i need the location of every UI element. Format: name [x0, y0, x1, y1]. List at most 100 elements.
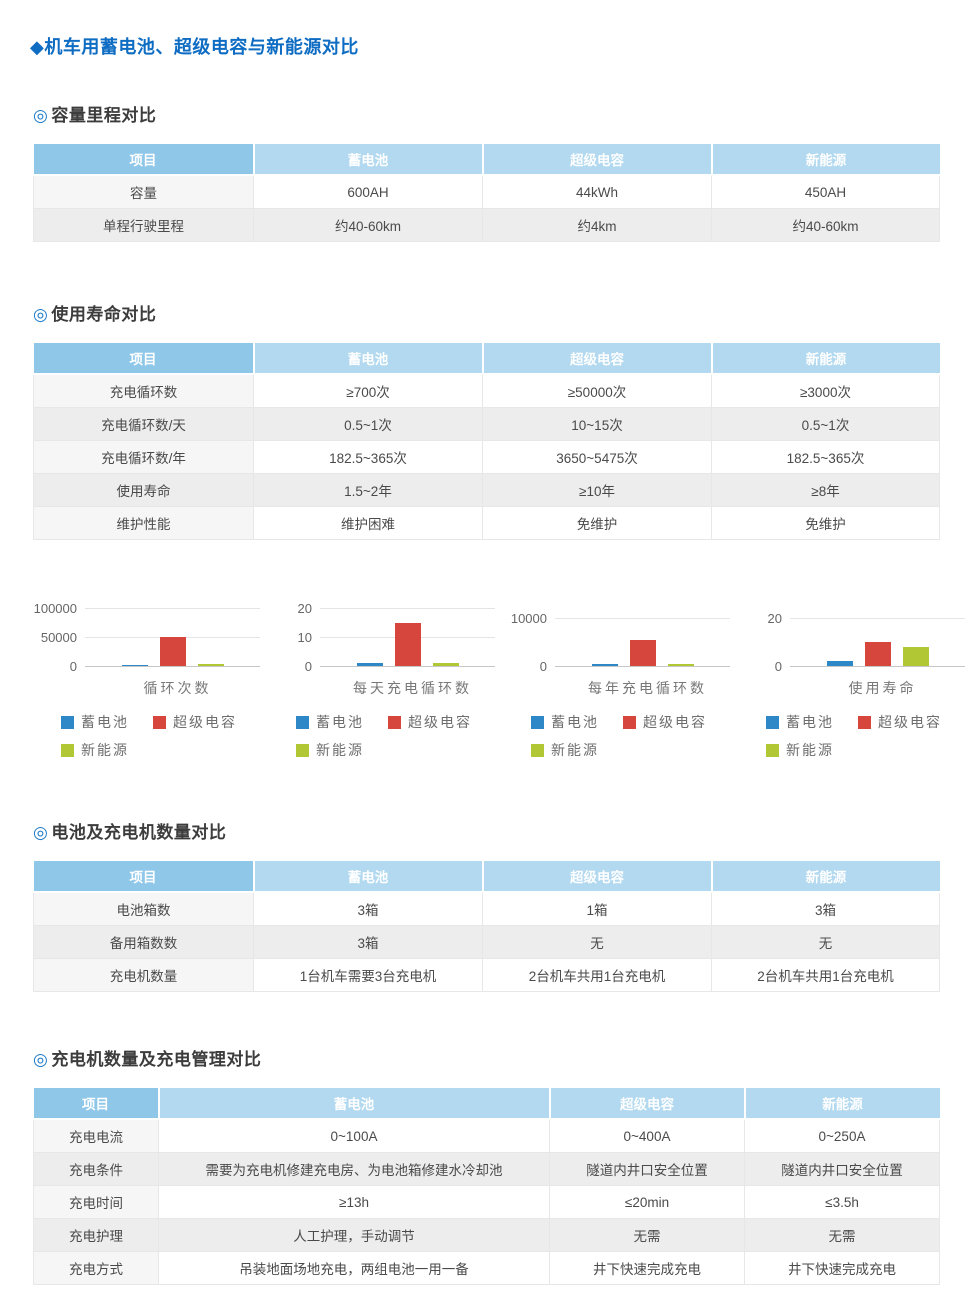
- x-axis-line: [320, 666, 495, 667]
- value-cell: 人工护理，手动调节: [158, 1218, 550, 1252]
- row-label-cell: 备用箱数数: [33, 925, 254, 959]
- row-label-cell: 充电护理: [33, 1218, 159, 1252]
- value-cell: 450AH: [711, 174, 940, 209]
- comparison-table-quantity: 项目 蓄电池 超级电容 新能源 电池箱数 3箱 1箱 3箱 备用箱数数 3箱无无充电机数量 1台机车…: [33, 861, 940, 992]
- charts-row: 0 50000 100000 循环次数 蓄电池 超级电容 新能源 0 10 20 每天充电循环数 蓄电…: [33, 595, 965, 760]
- table-row: 充电条件 需要为充电机修建充电房、为电池箱修建水冷却池 隧道内井口安全位置 隧道内井口…: [33, 1152, 940, 1186]
- section-charging: ◎ 充电机数量及充电管理对比 项目 蓄电池 超级电容 新能源 充电电流 0~100A 0~40…: [33, 1045, 940, 1285]
- legend-label: 蓄电池: [786, 715, 834, 731]
- page-title-text: 机车用蓄电池、超级电容与新能源对比: [44, 37, 359, 57]
- section-heading: ◎ 充电机数量及充电管理对比: [33, 1045, 940, 1070]
- value-cell: 免维护: [711, 506, 940, 540]
- section-heading: ◎ 电池及充电机数量对比: [33, 818, 940, 843]
- section-lifespan: ◎ 使用寿命对比 项目 蓄电池 超级电容 新能源 充电循环数 ≥700次 ≥50000次 ≥30…: [33, 300, 940, 540]
- table-header-cell: 新能源: [711, 144, 940, 176]
- table-header-cell: 项目: [33, 861, 255, 893]
- value-cell: 2台机车共用1台充电机: [711, 958, 940, 992]
- value-cell: 0.5~1次: [711, 407, 940, 441]
- section-heading-text: 容量里程对比: [51, 106, 157, 125]
- legend-label: 超级电容: [878, 715, 942, 731]
- y-axis-tick-label: 10: [297, 630, 312, 645]
- table-header-cell: 超级电容: [549, 1088, 746, 1120]
- legend-item: 超级电容: [388, 712, 472, 732]
- value-cell: 需要为充电机修建充电房、为电池箱修建水冷却池: [158, 1152, 550, 1186]
- chart-title: 循环次数: [143, 681, 212, 697]
- chart-plot: 0 10000: [505, 595, 740, 674]
- table-header-row: 项目 蓄电池 超级电容 新能源: [33, 861, 940, 893]
- chart-plot: 0 20: [740, 595, 970, 674]
- section-heading-text: 充电机数量及充电管理对比: [51, 1050, 262, 1069]
- section-bullet-icon: ◎: [33, 305, 49, 324]
- legend-label: 蓄电池: [551, 715, 599, 731]
- bar-group: [320, 622, 495, 666]
- value-cell: 3箱: [253, 891, 483, 926]
- table-header-cell: 蓄电池: [253, 343, 484, 375]
- gridline: [320, 608, 495, 609]
- bar-新能源: [197, 664, 224, 666]
- legend-item: 蓄电池: [531, 712, 599, 732]
- table-row: 充电循环数/年 182.5~365次 3650~5475次 182.5~365次: [33, 440, 940, 474]
- value-cell: ≥10年: [482, 473, 712, 507]
- section-heading: ◎ 容量里程对比: [33, 101, 940, 126]
- bar-超级电容: [864, 642, 891, 666]
- legend-item: 新能源: [296, 740, 364, 760]
- value-cell: 10~15次: [482, 407, 712, 441]
- legend-label: 蓄电池: [316, 715, 364, 731]
- row-label-cell: 充电条件: [33, 1152, 159, 1186]
- value-cell: 1箱: [482, 891, 712, 926]
- legend-label: 超级电容: [408, 715, 472, 731]
- chart-legend: 蓄电池 超级电容 新能源: [505, 712, 740, 760]
- legend-label: 超级电容: [173, 715, 237, 731]
- chart-title: 每天充电循环数: [353, 681, 472, 697]
- value-cell: 3箱: [253, 925, 483, 959]
- table-row: 充电电流 0~100A 0~400A 0~250A: [33, 1118, 940, 1153]
- row-label-cell: 充电循环数: [33, 373, 254, 408]
- legend-item: 超级电容: [153, 712, 237, 732]
- value-cell: 3箱: [711, 891, 940, 926]
- table-row: 容量 600AH 44kWh 450AH: [33, 174, 940, 209]
- section-heading-text: 电池及充电机数量对比: [51, 823, 227, 842]
- row-label-cell: 充电方式: [33, 1251, 159, 1285]
- y-axis-tick-label: 0: [304, 659, 312, 674]
- table-row: 充电循环数 ≥700次 ≥50000次 ≥3000次: [33, 373, 940, 408]
- value-cell: ≥50000次: [482, 373, 712, 408]
- chart-legend: 蓄电池 超级电容 新能源: [740, 712, 970, 760]
- legend-swatch-icon: [153, 715, 166, 729]
- value-cell: 约40-60km: [711, 208, 940, 242]
- value-cell: ≥13h: [158, 1185, 550, 1219]
- comparison-table-charging: 项目 蓄电池 超级电容 新能源 充电电流 0~100A 0~400A 0~250A 充电条件 需要…: [33, 1088, 940, 1285]
- chart-plot: 0 50000 100000: [34, 595, 270, 674]
- legend-label: 蓄电池: [81, 715, 129, 731]
- value-cell: 600AH: [253, 174, 483, 209]
- legend-label: 新能源: [551, 743, 599, 759]
- table-header-row: 项目 蓄电池 超级电容 新能源: [33, 343, 940, 375]
- value-cell: 隧道内井口安全位置: [549, 1152, 745, 1186]
- table-row: 充电时间 ≥13h ≤20min ≤3.5h: [33, 1185, 940, 1219]
- value-cell: ≤3.5h: [744, 1185, 940, 1219]
- bar-chart: 0 50000 100000 循环次数 蓄电池 超级电容 新能源: [34, 595, 270, 760]
- value-cell: 无需: [744, 1218, 940, 1252]
- x-axis-line: [790, 666, 965, 667]
- legend-swatch-icon: [623, 715, 636, 729]
- gridline: [790, 618, 965, 619]
- table-row: 充电机数量 1台机车需要3台充电机 2台机车共用1台充电机 2台机车共用1台充电机: [33, 958, 940, 992]
- table-header-cell: 超级电容: [482, 861, 713, 893]
- page: ◆机车用蓄电池、超级电容与新能源对比 ◎ 容量里程对比 项目 蓄电池 超级电容 新能源容…: [0, 33, 970, 1285]
- table-header-cell: 蓄电池: [253, 144, 484, 176]
- bar-超级电容: [159, 637, 186, 666]
- table-header-cell: 蓄电池: [158, 1088, 551, 1120]
- bar-蓄电池: [591, 664, 618, 666]
- value-cell: 2台机车共用1台充电机: [482, 958, 712, 992]
- section-bullet-icon: ◎: [33, 106, 49, 125]
- value-cell: 0.5~1次: [253, 407, 483, 441]
- y-axis-tick-label: 20: [767, 611, 782, 626]
- row-label-cell: 维护性能: [33, 506, 254, 540]
- value-cell: ≤20min: [549, 1185, 745, 1219]
- y-axis-tick-label: 50000: [40, 630, 77, 645]
- legend-swatch-icon: [296, 743, 309, 757]
- value-cell: 182.5~365次: [253, 440, 483, 474]
- row-label-cell: 电池箱数: [33, 891, 254, 926]
- row-label-cell: 单程行驶里程: [33, 208, 254, 242]
- row-label-cell: 充电时间: [33, 1185, 159, 1219]
- bar-chart: 0 20 使用寿命 蓄电池 超级电容 新能源: [740, 595, 970, 760]
